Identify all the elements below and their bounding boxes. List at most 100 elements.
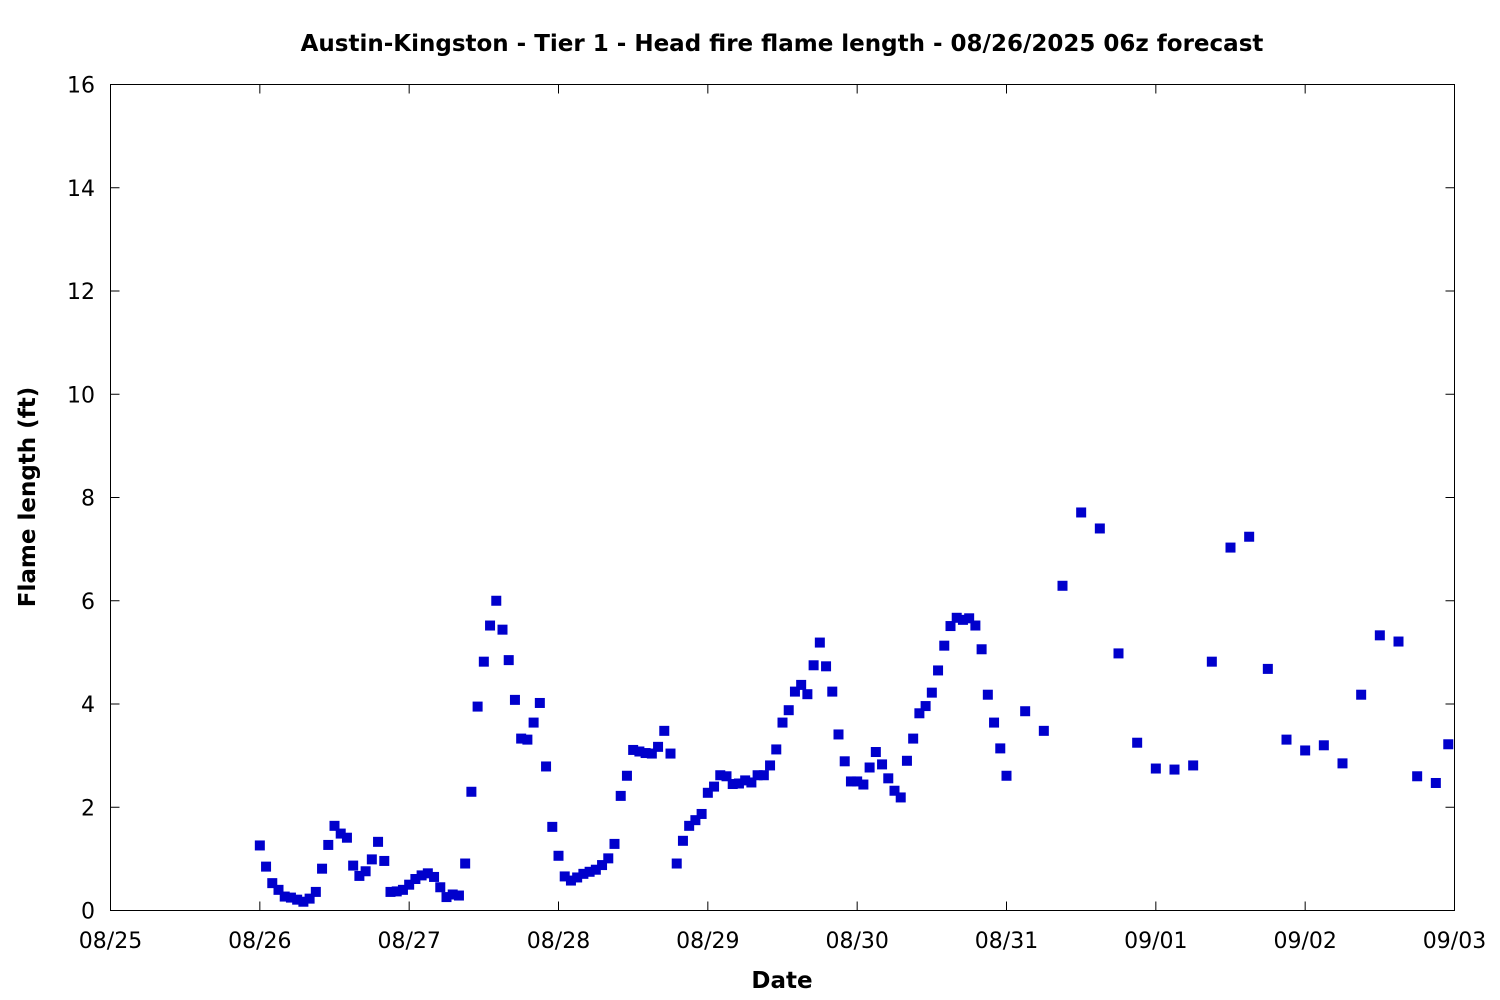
- data-point: [709, 781, 720, 792]
- data-point: [746, 777, 757, 788]
- data-point: [310, 886, 321, 897]
- data-point: [634, 746, 645, 757]
- data-point: [1318, 740, 1329, 751]
- data-point: [665, 748, 676, 759]
- data-point: [827, 686, 838, 697]
- data-point: [466, 786, 477, 797]
- data-point: [528, 717, 539, 728]
- data-point: [628, 744, 639, 755]
- data-point: [858, 779, 869, 790]
- data-point: [721, 771, 732, 782]
- data-point: [659, 725, 670, 736]
- y-tick-label: 16: [67, 74, 95, 99]
- data-point: [895, 792, 906, 803]
- x-tick-label: 08/30: [825, 929, 888, 954]
- x-tick-label: 08/29: [676, 929, 739, 954]
- x-tick-label: 08/27: [377, 929, 440, 954]
- data-point: [758, 770, 769, 781]
- data-point: [292, 894, 303, 905]
- data-points: [254, 507, 1454, 907]
- data-point: [970, 620, 981, 631]
- data-point: [335, 828, 346, 839]
- data-point: [914, 708, 925, 719]
- data-point: [1113, 648, 1124, 659]
- data-point: [503, 655, 514, 666]
- data-point: [696, 808, 707, 819]
- data-point: [329, 820, 340, 831]
- data-point: [995, 743, 1006, 754]
- data-point: [982, 689, 993, 700]
- data-point: [379, 855, 390, 866]
- data-point: [1443, 739, 1454, 750]
- data-point: [889, 785, 900, 796]
- data-point: [534, 697, 545, 708]
- chart-title: Austin-Kingston - Tier 1 - Head fire fla…: [301, 31, 1264, 57]
- data-point: [373, 836, 384, 847]
- y-axis-label: Flame length (ft): [15, 387, 41, 607]
- y-tick-label: 2: [81, 796, 95, 821]
- data-point: [485, 620, 496, 631]
- x-tick-label: 08/26: [228, 929, 291, 954]
- data-point: [422, 868, 433, 879]
- data-point: [404, 879, 415, 890]
- data-point: [429, 871, 440, 882]
- data-point: [883, 773, 894, 784]
- data-point: [796, 679, 807, 690]
- data-point: [615, 790, 626, 801]
- y-tick-label: 8: [81, 487, 95, 512]
- data-point: [752, 770, 763, 781]
- data-point: [945, 621, 956, 632]
- data-point: [261, 861, 272, 872]
- data-point: [541, 761, 552, 772]
- data-point: [933, 665, 944, 676]
- data-point: [777, 717, 788, 728]
- data-point: [267, 878, 278, 889]
- y-tick-label: 0: [81, 900, 95, 925]
- data-point: [559, 871, 570, 882]
- data-point: [360, 866, 371, 877]
- data-point: [603, 853, 614, 864]
- data-point: [802, 689, 813, 700]
- data-point: [640, 748, 651, 759]
- data-point: [690, 815, 701, 826]
- data-point: [491, 595, 502, 606]
- data-point: [939, 640, 950, 651]
- data-point: [808, 660, 819, 671]
- data-point: [621, 770, 632, 781]
- data-point: [285, 892, 296, 903]
- data-point: [317, 863, 328, 874]
- data-point: [323, 839, 334, 850]
- data-point: [304, 893, 315, 904]
- x-tick-label: 09/01: [1124, 929, 1187, 954]
- data-point: [385, 886, 396, 897]
- data-point: [920, 701, 931, 712]
- data-point: [1169, 764, 1180, 775]
- data-point: [522, 734, 533, 745]
- data-point: [976, 644, 987, 655]
- data-point: [410, 874, 421, 885]
- data-point: [1393, 636, 1404, 647]
- data-point: [1001, 770, 1012, 781]
- data-point: [547, 821, 558, 832]
- data-point: [279, 891, 290, 902]
- x-tick-label: 08/28: [527, 929, 590, 954]
- data-point: [1430, 777, 1441, 788]
- data-point: [908, 733, 919, 744]
- x-tick-label: 08/25: [79, 929, 142, 954]
- data-point: [771, 744, 782, 755]
- data-point: [354, 870, 365, 881]
- data-point: [1337, 758, 1348, 769]
- data-point: [870, 747, 881, 758]
- data-point: [733, 778, 744, 789]
- data-point: [478, 656, 489, 667]
- data-point: [553, 850, 564, 861]
- data-point: [341, 832, 352, 843]
- data-point: [684, 820, 695, 831]
- data-point: [957, 614, 968, 625]
- data-point: [1188, 760, 1199, 771]
- data-point: [453, 890, 464, 901]
- data-point: [1094, 523, 1105, 534]
- x-tick-label: 08/31: [975, 929, 1038, 954]
- data-point: [447, 889, 458, 900]
